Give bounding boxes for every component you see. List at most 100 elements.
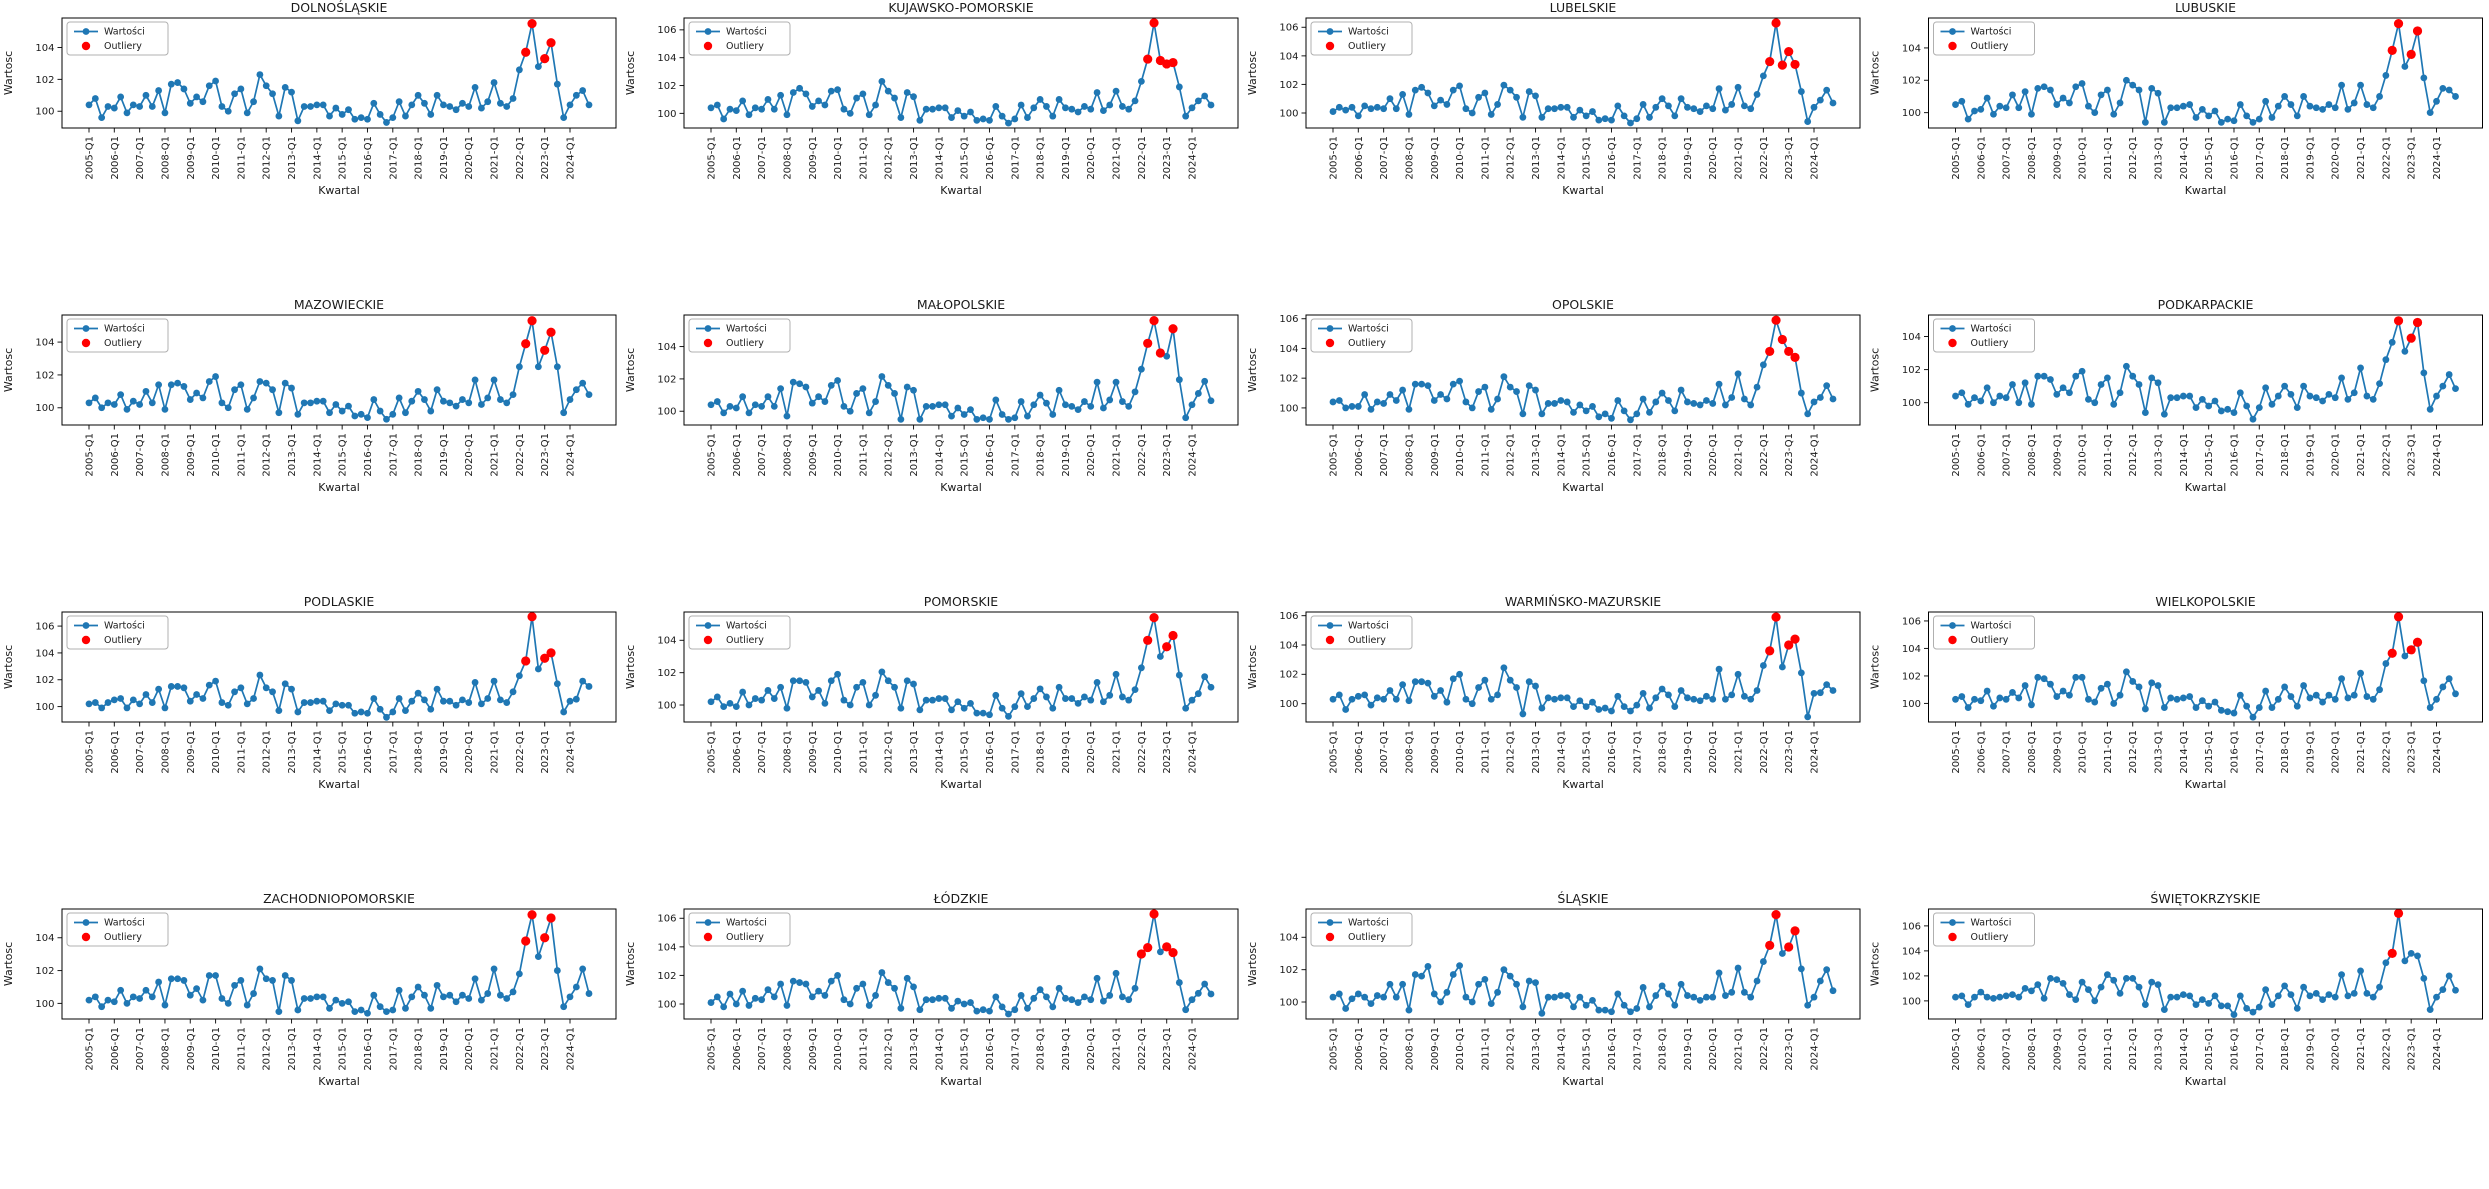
- data-point: [1024, 1004, 1031, 1012]
- data-point: [2287, 991, 2295, 999]
- data-point: [1367, 405, 1375, 413]
- data-point: [2078, 367, 2086, 375]
- y-tick-label: 104: [1279, 933, 1298, 944]
- data-point: [903, 677, 911, 685]
- x-tick-label: 2008-Q1: [1404, 1027, 1415, 1071]
- data-point: [186, 396, 194, 403]
- data-point: [389, 708, 397, 716]
- x-tick-label: 2014-Q1: [1556, 1027, 1567, 1071]
- data-point: [1703, 397, 1710, 404]
- data-point: [998, 411, 1006, 418]
- data-point: [1734, 370, 1742, 378]
- x-tick-label: 2008-Q1: [160, 433, 171, 477]
- outlier-point: [1765, 646, 1775, 656]
- data-point: [199, 695, 207, 702]
- data-point: [745, 409, 753, 417]
- data-point: [1087, 105, 1095, 113]
- data-point: [402, 409, 409, 417]
- data-point: [1074, 999, 1082, 1006]
- data-point: [1639, 984, 1647, 991]
- data-point: [2097, 684, 2105, 692]
- data-point: [1361, 391, 1369, 398]
- y-tick-label: 100: [1279, 108, 1298, 119]
- data-point: [967, 999, 974, 1006]
- x-tick-label: 2007-Q1: [757, 433, 768, 477]
- y-tick-label: 102: [657, 81, 676, 92]
- data-point: [256, 378, 264, 385]
- data-point: [218, 699, 226, 706]
- data-point: [2325, 991, 2333, 999]
- plot-frame: [683, 314, 1239, 426]
- legend-label-outliers: Outliery: [104, 41, 142, 52]
- data-point: [2072, 83, 2080, 91]
- legend-marker-outliers: [703, 338, 713, 348]
- data-point: [872, 992, 879, 999]
- data-point: [2325, 691, 2333, 699]
- subplot-warminsko-mazurskie: WARMIŃSKO-MAZURSKIE Wartosc Kwartal 100 102 1…: [1244, 594, 1866, 891]
- data-point: [2072, 673, 2080, 681]
- data-point: [726, 105, 734, 113]
- x-tick-label: 2017-Q1: [2255, 433, 2266, 477]
- data-point: [1487, 1000, 1495, 1008]
- data-point: [1747, 695, 1755, 703]
- data-point: [770, 403, 778, 410]
- chart-title: WIELKOPOLSKIE: [2155, 594, 2255, 609]
- data-point: [865, 409, 873, 417]
- x-tick-label: 2011-Q1: [1480, 433, 1491, 477]
- data-point: [1759, 958, 1767, 965]
- data-point: [2376, 93, 2383, 100]
- x-axis-label: Kwartal: [940, 481, 982, 494]
- data-point: [484, 98, 492, 106]
- chart-title: PODKARPACKIE: [2158, 297, 2254, 312]
- data-point: [572, 91, 580, 99]
- data-point: [2445, 972, 2453, 980]
- data-point: [789, 89, 797, 96]
- x-tick-label: 2015-Q1: [960, 1027, 971, 1071]
- x-tick-label: 2013-Q1: [909, 1027, 920, 1071]
- data-point: [490, 376, 498, 384]
- data-point: [1399, 386, 1407, 394]
- data-point: [758, 696, 766, 704]
- data-point: [117, 986, 125, 994]
- data-point: [1430, 990, 1438, 998]
- x-tick-label: 2017-Q1: [2255, 730, 2266, 774]
- data-point: [250, 990, 257, 997]
- data-point: [726, 990, 734, 998]
- data-point: [2224, 1002, 2232, 1010]
- data-point: [2002, 104, 2010, 112]
- data-point: [1532, 386, 1539, 394]
- data-point: [1620, 407, 1628, 415]
- data-point: [796, 677, 804, 685]
- y-tick-label: 102: [35, 675, 54, 686]
- data-point: [960, 411, 968, 418]
- x-tick-label: 2021-Q1: [490, 1027, 501, 1071]
- data-point: [1093, 678, 1101, 686]
- data-point: [2205, 112, 2213, 120]
- data-point: [218, 399, 226, 407]
- data-point: [1646, 408, 1653, 416]
- x-tick-label: 2013-Q1: [2154, 1027, 2165, 1071]
- x-axis-label: Kwartal: [318, 481, 360, 494]
- data-point: [891, 94, 898, 102]
- legend-label-outliers: Outliery: [1971, 338, 2009, 349]
- data-point: [922, 996, 930, 1004]
- data-point: [1715, 380, 1723, 388]
- chart-title: KUJAWSKO-POMORSKIE: [888, 0, 1033, 15]
- data-point: [1671, 407, 1679, 415]
- data-point: [2078, 673, 2086, 681]
- data-point: [1983, 993, 1991, 1001]
- data-point: [1188, 696, 1196, 704]
- y-tick-label: 100: [35, 107, 54, 118]
- data-point: [136, 401, 144, 408]
- data-point: [2059, 384, 2067, 392]
- data-point: [332, 700, 340, 708]
- data-point: [1342, 404, 1350, 412]
- data-point: [155, 978, 163, 986]
- data-point: [2293, 1004, 2301, 1012]
- legend-box: [1933, 318, 2035, 353]
- outlier-point: [1784, 46, 1794, 57]
- data-point: [224, 404, 232, 412]
- data-point: [515, 363, 523, 371]
- data-point: [509, 688, 517, 696]
- data-point: [1207, 990, 1215, 998]
